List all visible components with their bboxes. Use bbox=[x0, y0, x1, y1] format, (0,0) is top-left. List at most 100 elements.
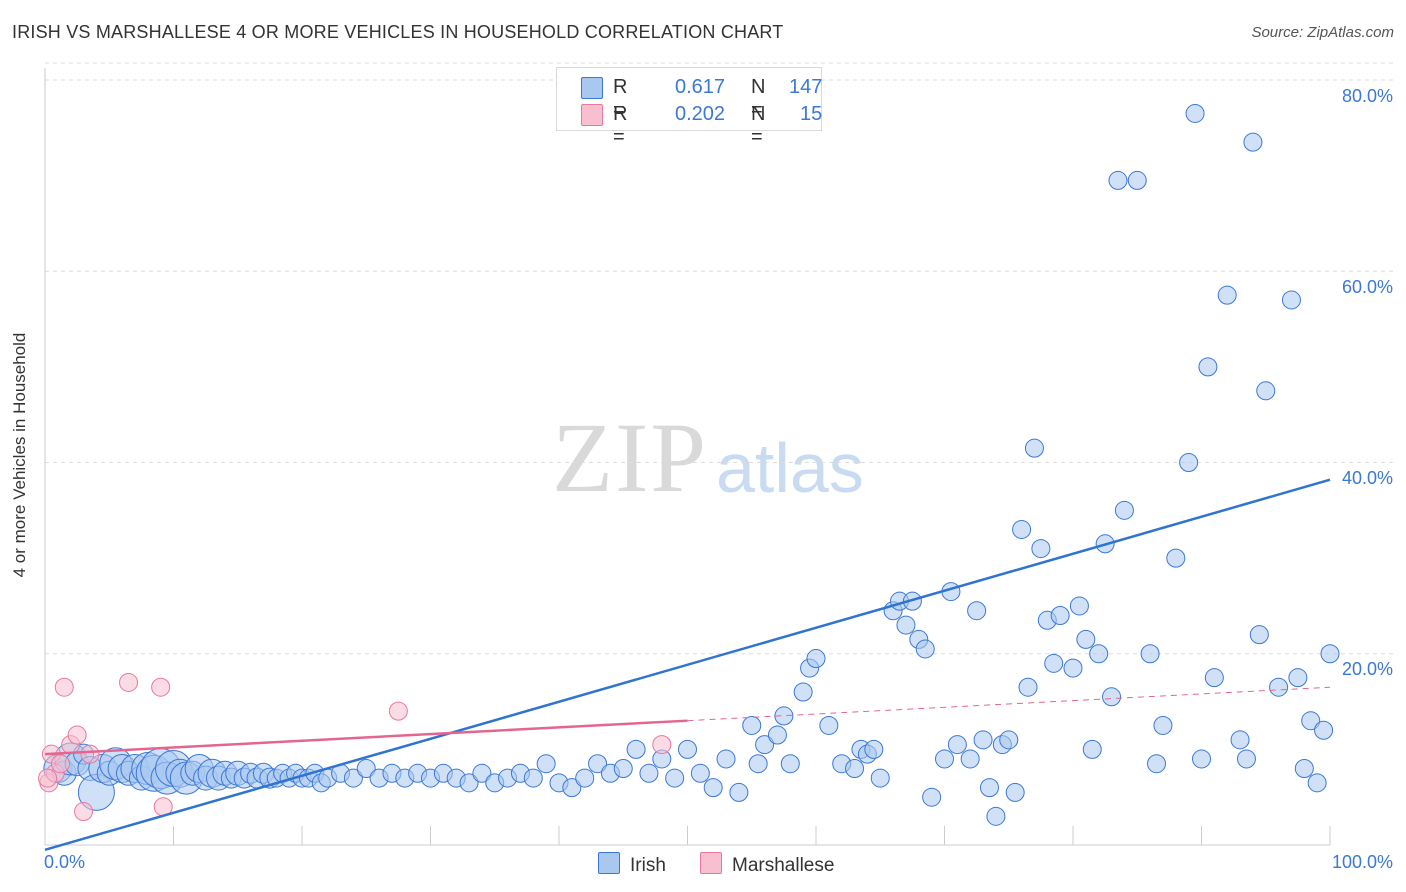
irish-point bbox=[472, 763, 492, 783]
irish-point bbox=[1012, 519, 1032, 539]
irish-point bbox=[1230, 730, 1250, 750]
irish-point bbox=[1082, 739, 1102, 759]
irish-point bbox=[1281, 290, 1301, 310]
irish-point bbox=[1153, 715, 1173, 735]
watermark-zip: ZIP bbox=[552, 402, 708, 513]
irish-point bbox=[1166, 548, 1186, 568]
x-tick-label: 0.0% bbox=[44, 852, 86, 872]
irish-point bbox=[716, 749, 736, 769]
irish-point bbox=[1204, 668, 1224, 688]
irish-point bbox=[1031, 539, 1051, 559]
irish-point bbox=[973, 730, 993, 750]
irish-point bbox=[562, 778, 582, 798]
r-value: 0.202 bbox=[675, 103, 726, 125]
irish-point bbox=[690, 763, 710, 783]
irish-point bbox=[935, 749, 954, 769]
irish-point bbox=[986, 806, 1006, 826]
irish-point bbox=[780, 754, 800, 774]
marshallese-point bbox=[38, 768, 58, 788]
marshallese-point bbox=[388, 701, 408, 721]
irish-point bbox=[1192, 749, 1211, 769]
irish-point bbox=[806, 649, 826, 669]
n-label: N = bbox=[751, 103, 766, 148]
irish-point bbox=[703, 778, 723, 798]
n-label: N = bbox=[751, 76, 766, 121]
irish-swatch-icon bbox=[598, 852, 620, 874]
y-tick-label: 80.0% bbox=[1341, 86, 1393, 106]
correlation-legend: R = 0.617 N = 147 R = 0.202 N = 15 bbox=[556, 67, 823, 148]
irish-point bbox=[979, 778, 999, 798]
marshallese-point bbox=[151, 677, 171, 697]
irish-point bbox=[819, 715, 839, 735]
irish-point bbox=[1089, 644, 1109, 664]
marshallese-point bbox=[74, 802, 94, 822]
irish-point bbox=[1236, 749, 1256, 769]
marshallese-trendline-extension bbox=[687, 686, 1331, 722]
r-label: R = bbox=[613, 103, 628, 148]
legend-item-irish: Irish bbox=[598, 852, 666, 877]
irish-point bbox=[1179, 453, 1199, 472]
irish-point bbox=[864, 739, 884, 759]
irish-point bbox=[1044, 653, 1064, 673]
irish-point bbox=[870, 768, 890, 788]
irish-point bbox=[1217, 285, 1237, 305]
irish-point bbox=[960, 749, 980, 769]
irish-point bbox=[896, 615, 916, 635]
irish-point bbox=[1269, 677, 1289, 697]
marshallese-point bbox=[652, 735, 672, 755]
irish-point bbox=[639, 763, 659, 783]
irish-point bbox=[1108, 170, 1128, 190]
irish-point bbox=[1307, 773, 1327, 793]
irish-point bbox=[1314, 720, 1334, 740]
irish-point bbox=[1127, 170, 1147, 190]
irish-point bbox=[536, 754, 556, 774]
irish-point bbox=[1147, 754, 1167, 774]
irish-point bbox=[356, 759, 376, 778]
irish-point bbox=[523, 768, 543, 788]
legend-label: Marshallese bbox=[732, 855, 835, 876]
irish-point bbox=[922, 787, 942, 807]
irish-point bbox=[755, 735, 775, 755]
irish-point bbox=[665, 768, 685, 788]
y-tick-label: 20.0% bbox=[1341, 659, 1393, 679]
irish-point bbox=[1294, 759, 1314, 778]
irish-point bbox=[915, 639, 935, 659]
irish-point bbox=[1140, 644, 1160, 664]
marshallese-trendline bbox=[44, 719, 688, 756]
irish-point bbox=[1301, 711, 1321, 731]
marshallese-point bbox=[54, 677, 74, 697]
marshallese-point bbox=[119, 672, 139, 692]
irish-point bbox=[1050, 606, 1070, 625]
irish-point bbox=[1249, 625, 1269, 645]
legend-label: Irish bbox=[630, 855, 666, 876]
irish-point bbox=[588, 754, 608, 774]
n-value: 15 bbox=[800, 103, 823, 125]
chart-title: IRISH VS MARSHALLESE 4 OR MORE VEHICLES … bbox=[12, 22, 784, 42]
irish-point bbox=[343, 768, 363, 788]
irish-point bbox=[1069, 596, 1089, 616]
irish-point bbox=[729, 782, 749, 802]
irish-point bbox=[1198, 357, 1218, 377]
source-label: Source: ZipAtlas.com bbox=[1251, 24, 1394, 41]
irish-point bbox=[459, 773, 479, 793]
irish-point bbox=[1256, 381, 1276, 401]
marshallese-swatch-icon bbox=[581, 104, 603, 126]
irish-point bbox=[774, 706, 794, 726]
irish-point bbox=[967, 601, 987, 621]
irish-point bbox=[678, 739, 697, 759]
marshallese-point bbox=[50, 754, 70, 774]
marshallese-swatch-icon bbox=[700, 852, 722, 874]
r-label: R = bbox=[613, 76, 628, 121]
n-value: 147 bbox=[789, 76, 823, 98]
irish-trendline bbox=[44, 478, 1331, 851]
irish-point bbox=[767, 725, 787, 745]
irish-point bbox=[1102, 687, 1122, 707]
irish-point bbox=[626, 739, 646, 759]
irish-point bbox=[845, 759, 865, 778]
r-value: 0.617 bbox=[675, 76, 726, 98]
y-tick-label: 60.0% bbox=[1341, 277, 1393, 297]
x-tick-label: 100.0% bbox=[1331, 852, 1393, 872]
legend-item-marshallese: Marshallese bbox=[700, 852, 834, 877]
irish-point bbox=[575, 768, 595, 788]
